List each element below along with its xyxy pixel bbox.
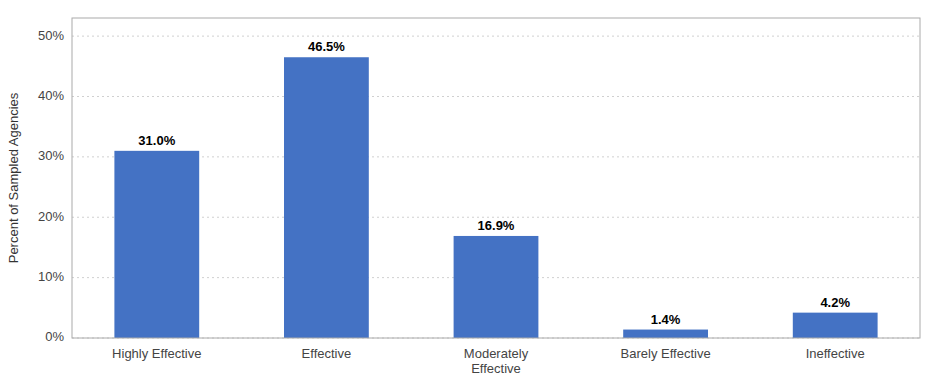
x-tick-label-line: Effective bbox=[302, 346, 352, 361]
x-tick-label-line: Highly Effective bbox=[112, 346, 201, 361]
x-tick-label-line: Ineffective bbox=[806, 346, 865, 361]
chart-container: 0% 10% 20% 30% 40% 50% 31.0% 46.5% 16.9% 1.4% 4.2%… bbox=[0, 0, 936, 390]
bar bbox=[623, 330, 708, 338]
data-label: 16.9% bbox=[478, 218, 515, 233]
data-label: 31.0% bbox=[138, 133, 175, 148]
x-tick-label: Effective bbox=[302, 346, 352, 361]
x-ticks: Highly EffectiveEffectiveModeratelyEffec… bbox=[112, 346, 865, 376]
data-labels: 31.0% 46.5% 16.9% 1.4% 4.2% bbox=[138, 39, 850, 326]
bar bbox=[284, 57, 369, 338]
bar bbox=[114, 151, 199, 338]
page: {"chart_data": {"type": "bar", "categori… bbox=[0, 0, 936, 390]
data-label: 46.5% bbox=[308, 39, 345, 54]
data-label: 4.2% bbox=[820, 295, 850, 310]
chart-svg: 0% 10% 20% 30% 40% 50% 31.0% 46.5% 16.9% 1.4% 4.2%… bbox=[0, 0, 936, 390]
grid-line bbox=[72, 36, 920, 37]
data-label: 1.4% bbox=[651, 312, 681, 327]
y-axis-label: Percent of Sampled Agencies bbox=[6, 92, 21, 263]
grid bbox=[72, 36, 920, 338]
y-ticks: 0% 10% 20% 30% 40% 50% bbox=[38, 28, 64, 345]
bars bbox=[114, 57, 877, 338]
y-tick-label: 50% bbox=[38, 28, 64, 43]
y-tick-label: 30% bbox=[38, 148, 64, 163]
x-tick-label: Ineffective bbox=[806, 346, 865, 361]
y-tick-label: 40% bbox=[38, 88, 64, 103]
plot-frame bbox=[72, 18, 920, 338]
grid-line bbox=[72, 96, 920, 97]
x-tick-label: Barely Effective bbox=[621, 346, 711, 361]
x-tick-label: ModeratelyEffective bbox=[464, 346, 529, 376]
x-tick-label: Highly Effective bbox=[112, 346, 201, 361]
bar bbox=[454, 236, 539, 338]
x-tick-label-line: Effective bbox=[471, 361, 521, 376]
y-tick-label: 0% bbox=[45, 329, 64, 344]
x-tick-label-line: Moderately bbox=[464, 346, 529, 361]
y-tick-label: 10% bbox=[38, 269, 64, 284]
x-tick-label-line: Barely Effective bbox=[621, 346, 711, 361]
bar bbox=[793, 313, 878, 338]
y-tick-label: 20% bbox=[38, 209, 64, 224]
